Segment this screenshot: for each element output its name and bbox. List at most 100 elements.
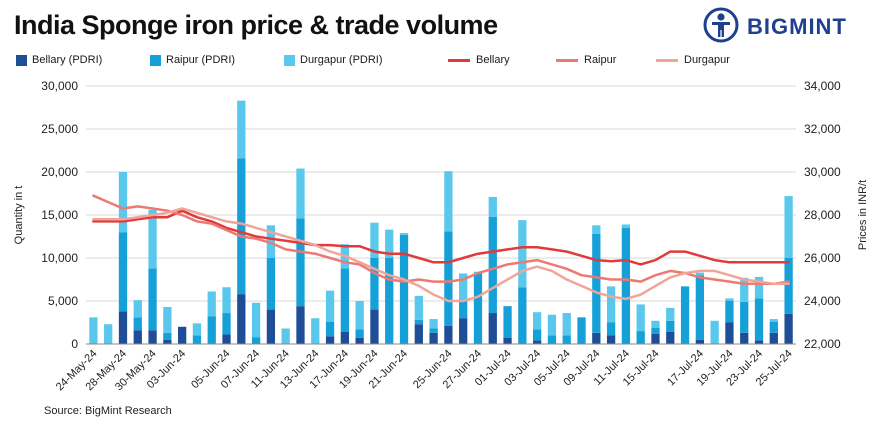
chart-title: India Sponge iron price & trade volume <box>14 10 498 40</box>
bar-raipur-pdri <box>118 232 128 312</box>
bar-raipur-pdri <box>606 322 616 336</box>
bar-bellary-pdri <box>414 324 423 344</box>
bar-raipur-pdri <box>740 301 749 333</box>
bar-durgapur-pdri <box>621 224 631 228</box>
bar-bellary-pdri <box>769 332 778 344</box>
bar-raipur-pdri <box>518 287 527 344</box>
bar-durgapur-pdri <box>311 318 320 344</box>
bar-bellary-pdri <box>459 318 468 344</box>
bar-durgapur-pdri <box>237 100 246 159</box>
bar-durgapur-pdri <box>547 314 557 336</box>
bar-durgapur-pdri <box>754 276 764 299</box>
bar-raipur-pdri <box>444 231 453 326</box>
bar-durgapur-pdri <box>710 320 719 344</box>
bar-raipur-pdri <box>148 268 157 331</box>
bar-durgapur-pdri <box>148 209 157 269</box>
bar-raipur-pdri <box>237 158 246 295</box>
y-tick-label: 20,000 <box>41 165 78 179</box>
legend-swatch <box>556 58 578 62</box>
bar-durgapur-pdri <box>606 286 616 323</box>
y2-tick-label: 30,000 <box>804 165 841 179</box>
bar-durgapur-pdri <box>89 317 98 344</box>
bar-raipur-pdri <box>385 258 394 344</box>
bar-durgapur-pdri <box>740 277 749 302</box>
legend-item-durgapur: Durgapur <box>656 54 730 66</box>
bar-bellary-pdri <box>503 337 512 344</box>
bar-bellary-pdri <box>725 322 734 344</box>
y2-tick-label: 24,000 <box>804 294 841 308</box>
legend-swatch <box>284 54 295 66</box>
bar-raipur-pdri <box>133 317 142 331</box>
bar-raipur-pdri <box>666 320 675 332</box>
bar-durgapur-pdri <box>207 291 216 317</box>
bar-durgapur-pdri <box>385 229 394 258</box>
y-tick-label: 30,000 <box>41 79 78 93</box>
y2-tick-label: 22,000 <box>804 337 841 351</box>
line-bellary <box>92 209 790 266</box>
line-raipur <box>92 194 790 286</box>
bar-raipur-pdri <box>325 321 335 337</box>
brand-logo: BIGMINT <box>703 7 875 45</box>
bar-raipur-pdri <box>651 327 660 334</box>
bar-bellary-pdri <box>666 331 675 344</box>
y-tick-label: 15,000 <box>41 208 78 222</box>
legend-label: Bellary (PDRI) <box>32 54 103 66</box>
bar-durgapur-pdri <box>562 313 571 336</box>
bar-bellary-pdri <box>222 334 231 344</box>
y2-tick-label: 32,000 <box>804 122 841 136</box>
bar-raipur-pdri <box>754 298 764 341</box>
bar-raipur-pdri <box>207 316 216 344</box>
bar-bellary-pdri <box>370 309 379 344</box>
bar-raipur-pdri <box>192 335 202 344</box>
y-axis-title: Quantity in t <box>13 186 25 245</box>
legend-label: Durgapur <box>684 54 730 66</box>
bar-raipur-pdri <box>414 319 423 325</box>
source-note: Source: BigMint Research <box>44 405 172 417</box>
bar-durgapur-pdri <box>784 196 793 258</box>
bar-bellary-pdri <box>592 332 601 344</box>
bar-raipur-pdri <box>296 218 305 307</box>
bar-bellary-pdri <box>163 339 172 344</box>
bar-bellary-pdri <box>488 313 497 344</box>
bar-durgapur-pdri <box>666 307 675 321</box>
bar-durgapur-pdri <box>399 233 409 235</box>
legend-label: Raipur <box>584 54 617 66</box>
bar-durgapur-pdri <box>651 320 660 328</box>
bar-durgapur-pdri <box>592 225 601 234</box>
legend-swatch <box>656 58 678 62</box>
bar-durgapur-pdri <box>355 301 364 330</box>
bar-raipur-pdri <box>577 317 586 344</box>
legend-swatch <box>150 54 161 66</box>
bar-durgapur-pdri <box>695 272 704 276</box>
bar-bellary-pdri <box>148 330 157 344</box>
brand-name: BIGMINT <box>747 14 847 39</box>
bigmint-person-icon <box>703 7 739 43</box>
legend-label: Raipur (PDRI) <box>166 54 236 66</box>
bar-bellary-pdri <box>429 332 438 344</box>
bar-bellary-pdri <box>340 331 349 344</box>
legend-label: Bellary <box>476 54 510 66</box>
legend-swatch <box>448 58 470 62</box>
bar-raipur-pdri <box>251 337 261 344</box>
legend-item-bellary: Bellary <box>448 54 510 66</box>
bar-raipur-pdri <box>784 258 793 314</box>
bar-durgapur-pdri <box>488 196 497 217</box>
bar-raipur-pdri <box>562 335 571 344</box>
bar-bellary-pdri <box>695 339 704 344</box>
bar-raipur-pdri <box>680 286 690 344</box>
bar-durgapur-pdri <box>518 220 527 288</box>
bar-durgapur-pdri <box>325 290 335 322</box>
bar-durgapur-pdri <box>222 287 231 314</box>
bar-bellary-pdri <box>784 313 793 344</box>
y2-tick-label: 28,000 <box>804 208 841 222</box>
bar-raipur-pdri <box>533 329 542 341</box>
bar-durgapur-pdri <box>251 302 261 338</box>
bar-durgapur-pdri <box>725 298 734 301</box>
legend-item-bellary-pdri: Bellary (PDRI) <box>16 54 102 66</box>
bar-bellary-pdri <box>355 337 364 344</box>
y2-tick-label: 34,000 <box>804 79 841 93</box>
bar-bellary-pdri <box>740 332 749 344</box>
bar-raipur-pdri <box>222 313 231 335</box>
legend-item-raipur: Raipur <box>556 54 616 66</box>
